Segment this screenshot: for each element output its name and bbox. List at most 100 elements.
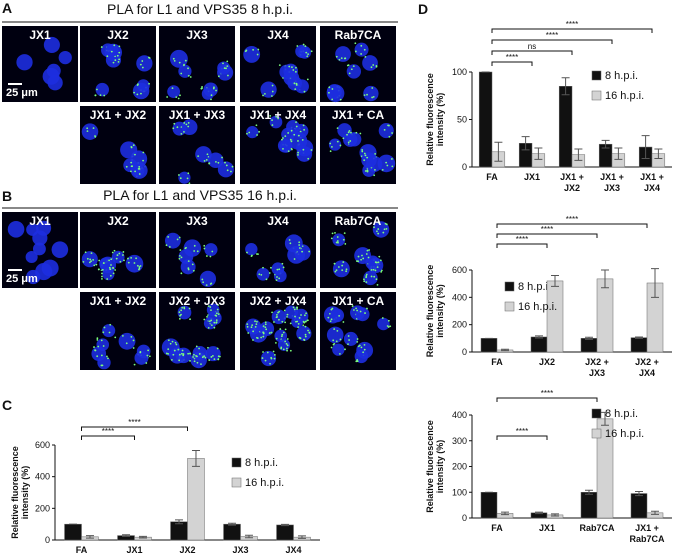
x-tick-label: JX2 + JX3	[585, 357, 609, 378]
pla-dot	[225, 164, 228, 167]
pla-dot	[142, 159, 144, 162]
pla-dot	[360, 258, 363, 261]
error-bar	[651, 510, 659, 515]
nucleus	[123, 158, 138, 173]
pla-dot	[182, 353, 185, 355]
nucleus	[51, 241, 69, 258]
pla-dot	[262, 332, 265, 335]
pla-dot	[148, 355, 151, 358]
pla-dot	[188, 182, 191, 185]
image-label: JX1 + JX4	[250, 108, 307, 122]
image-label: JX2 + JX4	[250, 294, 307, 308]
error-bar	[574, 148, 583, 161]
pla-dot	[113, 44, 116, 47]
pla-dot	[209, 283, 212, 285]
pla-dot	[172, 353, 175, 356]
pla-dot	[345, 268, 348, 271]
nucleus	[346, 64, 362, 79]
pla-dot	[138, 173, 141, 175]
pla-dot	[211, 250, 214, 253]
pla-dot	[334, 270, 337, 273]
significance-bracket	[496, 233, 598, 238]
pla-dot	[308, 250, 311, 253]
y-tick-label: 300	[452, 436, 467, 446]
pla-dot	[344, 57, 347, 60]
pla-dot	[178, 254, 181, 257]
pla-dot	[262, 335, 265, 338]
pla-dot	[376, 230, 378, 233]
pla-dot	[100, 339, 103, 342]
pla-dot	[130, 161, 133, 164]
pla-dot	[291, 66, 293, 69]
pla-dot	[130, 146, 133, 149]
pla-dot	[375, 261, 378, 264]
y-axis-label: Relative fluorescenceintensity (%)	[425, 420, 445, 513]
significance-bracket	[491, 28, 653, 33]
pla-dot	[330, 308, 333, 311]
pla-dot	[270, 356, 273, 359]
pla-dot	[377, 232, 380, 235]
pla-dot	[96, 355, 99, 358]
pla-dot	[371, 96, 374, 99]
pla-dot	[255, 323, 258, 326]
pla-dot	[304, 335, 307, 338]
pla-dot	[366, 156, 369, 159]
pla-dot	[224, 161, 226, 164]
x-tick-label: JX1	[126, 545, 142, 555]
pla-dot	[110, 258, 113, 261]
pla-dot	[134, 153, 136, 156]
pla-dot	[354, 42, 357, 45]
pla-dot	[284, 321, 287, 324]
pla-dot	[90, 252, 93, 255]
pla-dot	[297, 154, 299, 156]
pla-dot	[101, 277, 103, 280]
image-label: JX3	[186, 214, 208, 228]
pla-dot	[354, 50, 357, 53]
pla-dot	[341, 269, 344, 272]
pla-dot	[372, 64, 375, 66]
pla-dot	[384, 222, 387, 225]
pla-dot	[92, 259, 95, 261]
pla-dot	[367, 256, 370, 259]
pla-dot	[360, 44, 363, 47]
pla-dot	[288, 65, 291, 68]
pla-dot	[205, 284, 208, 286]
pla-dot	[171, 87, 174, 90]
pla-dot	[370, 275, 373, 278]
legend-swatch	[591, 90, 602, 101]
image-label: Rab7CA	[335, 28, 382, 42]
pla-dot	[118, 252, 121, 255]
pla-dot	[202, 281, 205, 284]
bar	[596, 278, 614, 353]
pla-dot	[271, 311, 273, 314]
pla-dot	[328, 91, 330, 94]
pla-dot	[332, 339, 335, 342]
image-label: JX1 + JX2	[90, 108, 147, 122]
pla-dot	[209, 255, 212, 258]
nucleus	[243, 46, 261, 63]
significance-label: ****	[566, 215, 578, 224]
legend-swatch	[591, 428, 602, 439]
pla-dot	[265, 328, 268, 331]
legend-swatch	[231, 477, 242, 488]
bar	[580, 492, 598, 519]
nucleus	[343, 331, 358, 346]
micrograph: JX3	[159, 212, 235, 288]
pla-dot	[295, 125, 298, 128]
bar	[558, 86, 573, 168]
pla-dot	[310, 149, 313, 151]
pla-dot	[282, 147, 284, 150]
pla-dot	[339, 144, 342, 147]
pla-dot	[142, 151, 145, 154]
pla-dot	[347, 335, 350, 337]
pla-dot	[210, 309, 212, 312]
pla-dot	[278, 64, 281, 67]
error-bar	[585, 336, 593, 340]
pla-dot	[266, 351, 269, 354]
y-tick-label: 600	[452, 265, 467, 275]
significance-label: ****	[546, 31, 558, 40]
nucleus	[326, 84, 345, 103]
significance-label: ns	[528, 42, 536, 51]
pla-dot	[132, 144, 135, 147]
